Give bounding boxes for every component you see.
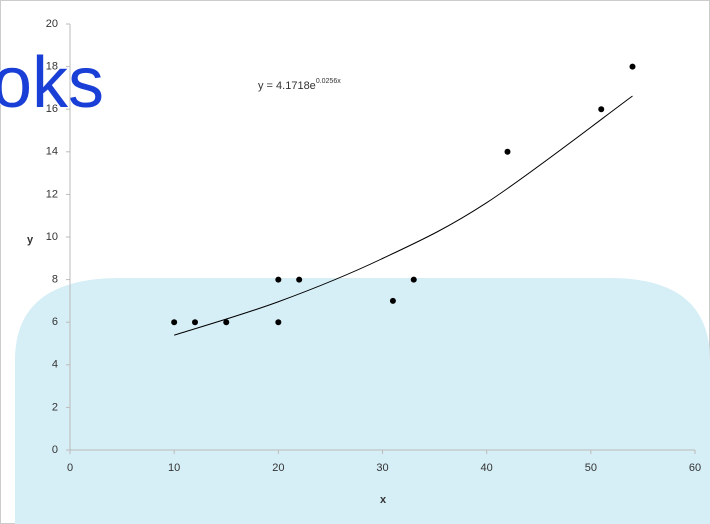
trendline bbox=[174, 95, 633, 336]
y-tick-label: 2 bbox=[52, 401, 58, 413]
y-tick-label: 4 bbox=[52, 359, 58, 371]
x-tick-label: 30 bbox=[376, 462, 388, 474]
point bbox=[275, 276, 282, 283]
y-tick-label: 0 bbox=[52, 444, 58, 456]
y-tick-label: 8 bbox=[52, 274, 58, 286]
y-tick-label: 12 bbox=[46, 188, 58, 200]
point bbox=[192, 319, 198, 326]
x-tick-label: 0 bbox=[67, 462, 73, 474]
y-tick-label: 6 bbox=[52, 316, 58, 328]
y-tick-label: 18 bbox=[46, 61, 58, 73]
point bbox=[504, 148, 511, 155]
y-tick-label: 10 bbox=[46, 231, 58, 243]
point bbox=[223, 319, 230, 326]
point bbox=[296, 276, 303, 283]
x-axis-label: x bbox=[380, 494, 387, 506]
annotation-exponent: 0.0256x bbox=[316, 78, 341, 85]
point bbox=[389, 297, 396, 304]
x-tick-label: 20 bbox=[272, 462, 284, 474]
point bbox=[410, 276, 417, 283]
y-tick-label: 20 bbox=[46, 18, 58, 30]
x-tick-label: 10 bbox=[168, 462, 180, 474]
point bbox=[629, 63, 636, 70]
point bbox=[171, 319, 178, 326]
annotation: y = 4.1718e0.0256x bbox=[258, 78, 341, 92]
y-tick-label: 16 bbox=[46, 103, 58, 115]
x-tick-label: 60 bbox=[689, 462, 701, 474]
watermark: oks bbox=[0, 43, 104, 123]
x-tick-label: 50 bbox=[585, 462, 597, 474]
y-tick-label: 14 bbox=[46, 146, 58, 158]
y-axis-label: y bbox=[27, 234, 34, 246]
point bbox=[275, 319, 282, 326]
x-tick-label: 40 bbox=[481, 462, 493, 474]
point bbox=[598, 106, 605, 113]
annotation-text: y = 4.1718e bbox=[258, 80, 316, 92]
overlay-shape bbox=[15, 278, 710, 524]
